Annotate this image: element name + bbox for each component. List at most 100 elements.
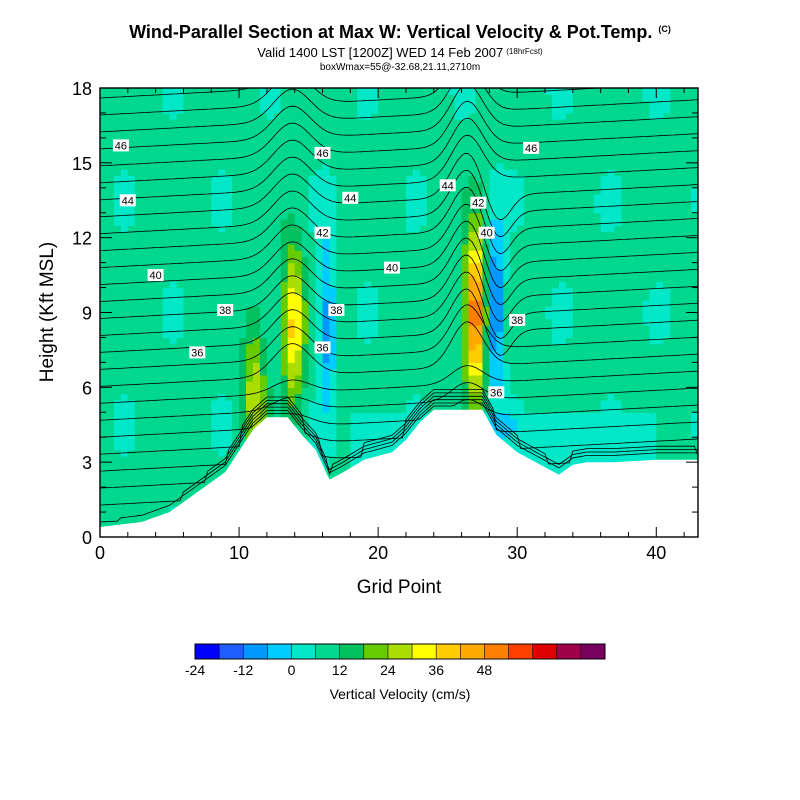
field-cell [558,356,567,363]
field-cell [433,324,442,332]
field-cell [378,94,386,102]
field-cell [419,150,428,158]
field-cell [162,443,171,451]
field-cell [468,356,477,363]
field-cell [322,412,331,420]
field-cell [197,287,205,295]
field-cell [440,218,449,226]
field-cell [454,94,463,102]
field-cell [378,331,386,339]
field-cell [113,343,122,351]
field-cell [371,112,379,120]
field-cell [482,256,490,264]
field-cell [545,275,553,282]
field-cell [315,194,324,201]
field-cell [294,175,303,183]
field-cell [371,306,379,314]
field-cell [259,362,268,370]
field-cell [301,119,310,127]
field-cell [273,412,282,420]
field-cell [204,455,212,463]
field-cell [169,268,178,276]
field-cell [211,356,219,363]
field-cell [287,218,296,226]
field-cell [100,430,108,438]
field-cell [517,150,525,158]
field-cell [538,169,546,176]
field-cell [169,125,178,133]
field-cell [426,393,435,401]
field-cell [155,512,164,519]
field-cell [364,449,372,457]
field-cell [531,200,539,208]
field-cell [232,268,240,276]
field-cell [266,324,275,332]
field-cell [378,231,386,239]
field-cell [134,137,143,145]
field-cell [162,125,171,133]
field-cell [155,150,164,158]
field-cell [503,293,511,301]
field-cell [239,162,247,170]
field-cell [496,137,504,145]
field-cell [343,144,351,151]
field-cell [433,318,442,326]
field-cell [176,237,185,245]
field-cell [294,306,303,314]
field-cell [308,324,317,332]
field-cell [308,293,317,301]
field-cell [475,243,484,251]
field-cell [183,125,191,133]
field-cell [169,281,178,289]
field-cell [148,368,157,376]
field-cell [371,243,379,251]
field-cell [134,106,143,114]
field-cell [225,430,233,438]
field-cell [329,468,338,476]
field-cell [162,406,171,413]
field-cell [385,430,393,438]
field-cell [510,418,518,426]
field-cell [531,281,539,289]
field-cell [113,200,122,208]
field-cell [225,343,233,351]
field-cell [419,200,428,208]
field-cell [343,443,351,451]
field-cell [218,200,226,208]
field-cell [545,94,553,102]
field-cell [169,300,178,307]
copyright-mark: (C) [658,24,671,34]
field-cell [482,268,490,276]
field-cell [350,412,358,420]
field-cell [287,256,296,264]
field-cell [155,418,164,426]
field-cell [385,243,393,251]
field-cell [419,112,428,120]
field-cell [510,150,518,158]
field-cell [113,262,122,270]
field-cell [183,306,191,314]
field-cell [211,300,219,307]
field-cell [266,312,275,320]
field-cell [308,387,317,395]
field-cell [232,399,240,407]
field-cell [155,300,164,307]
field-cell [287,318,296,326]
field-cell [572,275,581,282]
field-cell [218,374,226,382]
field-cell [308,424,317,432]
field-cell [246,181,254,189]
field-cell [197,175,205,183]
field-cell [572,262,581,270]
field-cell [371,318,379,326]
field-cell [426,337,435,345]
field-cell [385,144,393,151]
field-cell [454,125,463,133]
field-cell [558,443,567,451]
field-cell [176,162,185,170]
field-cell [503,131,511,139]
field-cell [197,131,205,139]
field-cell [558,88,567,95]
field-cell [162,181,171,189]
field-cell [419,187,428,195]
